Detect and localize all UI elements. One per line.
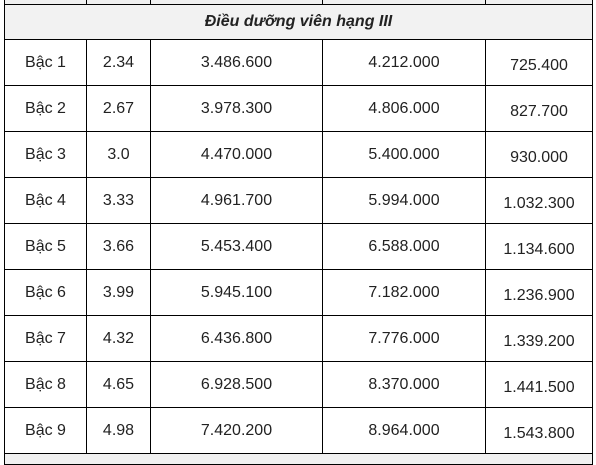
difference-cell: 1.441.500 (485, 361, 593, 408)
salary-cell: 3.978.300 (150, 85, 323, 132)
salary-cell: 5.945.100 (150, 269, 323, 316)
table-row: Bậc 9 4.98 7.420.200 8.964.000 1.543.800 (4, 407, 593, 454)
table-row: Bậc 3 3.0 4.470.000 5.400.000 930.000 (4, 131, 593, 178)
coefficient-cell: 2.34 (86, 39, 151, 86)
salary-table: Điều dưỡng viên hạng III Bậc 1 2.34 3.486.… (4, 0, 593, 465)
difference-cell: 1.339.200 (485, 315, 593, 362)
salary-cell: 4.806.000 (322, 85, 486, 132)
coefficient-cell: 3.66 (86, 223, 151, 270)
table-row: Bậc 8 4.65 6.928.500 8.370.000 1.441.500 (4, 361, 593, 408)
coefficient-cell: 3.99 (86, 269, 151, 316)
salary-cell: 4.961.700 (150, 177, 323, 224)
salary-cell: 6.928.500 (150, 361, 323, 408)
table-row: Bậc 6 3.99 5.945.100 7.182.000 1.236.900 (4, 269, 593, 316)
difference-cell: 1.134.600 (485, 223, 593, 270)
difference-cell: 1.543.800 (485, 407, 593, 454)
section-header-row: Điều dưỡng viên hạng III (4, 4, 593, 40)
salary-cell: 8.964.000 (322, 407, 486, 454)
grade-cell: Bậc 2 (4, 85, 87, 132)
salary-table-container: Điều dưỡng viên hạng III Bậc 1 2.34 3.486.… (4, 0, 593, 465)
salary-cell: 4.212.000 (322, 39, 486, 86)
salary-cell: 5.453.400 (150, 223, 323, 270)
section-title: Điều dưỡng viên hạng III (4, 4, 593, 40)
difference-cell: 1.236.900 (485, 269, 593, 316)
coefficient-cell: 2.67 (86, 85, 151, 132)
difference-cell: 725.400 (485, 39, 593, 86)
table-row: Bậc 5 3.66 5.453.400 6.588.000 1.134.600 (4, 223, 593, 270)
grade-cell: Bậc 4 (4, 177, 87, 224)
difference-cell: 1.032.300 (485, 177, 593, 224)
grade-cell: Bậc 3 (4, 131, 87, 178)
coefficient-cell: 4.98 (86, 407, 151, 454)
salary-cell: 5.994.000 (322, 177, 486, 224)
salary-cell: 7.776.000 (322, 315, 486, 362)
grade-cell: Bậc 9 (4, 407, 87, 454)
table-row: Bậc 2 2.67 3.978.300 4.806.000 827.700 (4, 85, 593, 132)
salary-cell: 5.400.000 (322, 131, 486, 178)
salary-cell: 6.436.800 (150, 315, 323, 362)
grade-cell: Bậc 1 (4, 39, 87, 86)
grade-cell: Bậc 7 (4, 315, 87, 362)
salary-cell: 4.470.000 (150, 131, 323, 178)
table-row: Bậc 4 3.33 4.961.700 5.994.000 1.032.300 (4, 177, 593, 224)
grade-cell: Bậc 5 (4, 223, 87, 270)
salary-cell: 6.588.000 (322, 223, 486, 270)
grade-cell: Bậc 6 (4, 269, 87, 316)
salary-cell: 8.370.000 (322, 361, 486, 408)
salary-cell: 7.182.000 (322, 269, 486, 316)
coefficient-cell: 3.33 (86, 177, 151, 224)
coefficient-cell: 4.65 (86, 361, 151, 408)
difference-cell: 930.000 (485, 131, 593, 178)
coefficient-cell: 4.32 (86, 315, 151, 362)
salary-cell: 7.420.200 (150, 407, 323, 454)
table-row: Bậc 7 4.32 6.436.800 7.776.000 1.339.200 (4, 315, 593, 362)
table-row: Bậc 1 2.34 3.486.600 4.212.000 725.400 (4, 39, 593, 86)
difference-cell: 827.700 (485, 85, 593, 132)
coefficient-cell: 3.0 (86, 131, 151, 178)
salary-cell: 3.486.600 (150, 39, 323, 86)
next-row-stub (4, 453, 593, 465)
grade-cell: Bậc 8 (4, 361, 87, 408)
